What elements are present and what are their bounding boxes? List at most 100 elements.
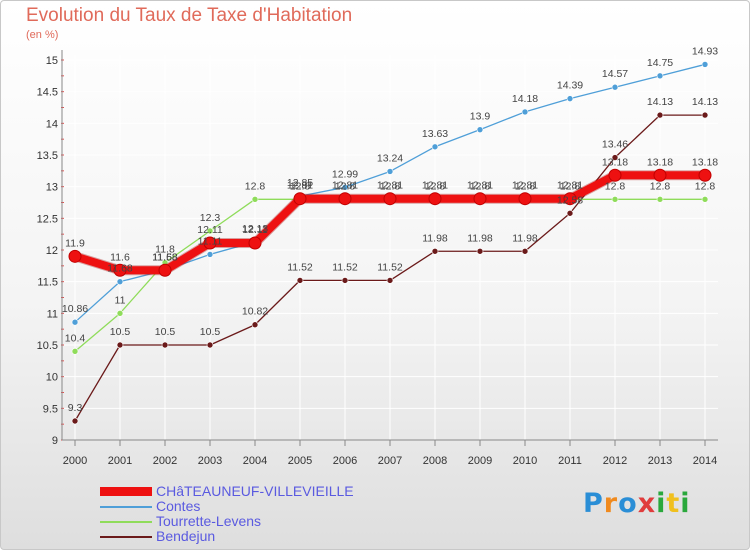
data-label: 12.81 — [467, 180, 493, 192]
data-label: 12.8 — [290, 180, 311, 192]
data-label: 10.82 — [242, 306, 268, 318]
data-label: 13.18 — [647, 156, 673, 168]
data-point — [338, 192, 352, 206]
data-point — [653, 168, 667, 182]
data-point — [566, 209, 574, 217]
data-point — [71, 417, 79, 425]
data-label: 11.68 — [152, 251, 178, 263]
data-label: 11.58 — [152, 251, 178, 263]
y-tick-label: 14.5 — [37, 87, 58, 99]
data-label: 11.98 — [467, 232, 493, 244]
data-point — [341, 184, 349, 191]
legend-item-bendejun: Bendejun — [100, 529, 420, 544]
legend-label-bendejun: Bendejun — [156, 528, 216, 544]
data-label: 11 — [115, 294, 126, 306]
x-tick-label: 2007 — [378, 455, 402, 467]
data-label: 12.81 — [422, 180, 448, 192]
legend-item-tourrette-levens: Tourrette-Levens — [100, 514, 420, 529]
x-tick-label: 2013 — [648, 455, 672, 467]
data-label: 13.63 — [422, 128, 448, 140]
data-label: 13.18 — [692, 156, 718, 168]
data-label: 10.5 — [155, 326, 176, 338]
data-label: 14.18 — [512, 93, 538, 105]
data-label: 12.99 — [332, 168, 358, 180]
x-tick-label: 2001 — [108, 455, 132, 467]
x-tick-label: 2006 — [333, 455, 357, 467]
y-tick-label: 13 — [46, 182, 58, 194]
data-point — [293, 192, 307, 206]
data-label: 13.46 — [602, 139, 628, 151]
chart-title: Evolution du Taux de Taxe d'Habitation — [26, 5, 353, 26]
brand-letter: x — [637, 488, 657, 519]
data-label: 12.81 — [377, 180, 403, 192]
brand-letter: t — [666, 488, 681, 519]
data-label: 11.52 — [287, 261, 313, 273]
data-label: 12.11 — [197, 224, 223, 236]
y-tick-label: 12 — [46, 245, 58, 257]
brand-letter: r — [603, 488, 619, 519]
y-tick-label: 10 — [46, 372, 58, 384]
data-point — [203, 236, 217, 250]
data-label: 12.8 — [245, 180, 266, 192]
data-label: 11.98 — [512, 232, 538, 244]
data-label: 12.13 — [242, 223, 268, 235]
x-tick-label: 2009 — [468, 455, 492, 467]
x-tick-label: 2002 — [153, 455, 177, 467]
data-label: 10.5 — [200, 326, 221, 338]
legend-label-contes: Contes — [156, 498, 201, 514]
data-label: 11.98 — [422, 232, 448, 244]
legend: CHâTEAUNEUF-VILLEVIEILLE Contes Tourrett… — [100, 484, 420, 544]
data-point — [698, 168, 712, 182]
data-label: 12.8 — [425, 180, 446, 192]
data-label: 11.9 — [65, 237, 85, 249]
data-point — [71, 348, 79, 355]
data-label: 13.18 — [602, 156, 628, 168]
data-label: 12.8 — [605, 180, 626, 192]
data-label: 12.8 — [380, 180, 401, 192]
data-label: 12.81 — [557, 180, 583, 192]
data-label: 12.8 — [695, 180, 716, 192]
data-point — [611, 196, 619, 203]
data-label: 10.5 — [110, 326, 131, 338]
x-tick-label: 2012 — [603, 455, 627, 467]
data-point — [521, 247, 529, 255]
data-point — [608, 168, 622, 182]
data-point — [563, 192, 577, 206]
chart-subtitle: (en %) — [26, 29, 59, 41]
brand-letter: i — [656, 488, 667, 519]
grid-lines — [62, 55, 718, 441]
data-point — [206, 341, 214, 349]
data-label: 14.57 — [602, 68, 628, 80]
data-label: 12.8 — [470, 180, 491, 192]
data-point — [206, 227, 214, 235]
data-point — [431, 247, 439, 255]
x-tick-label: 2003 — [198, 455, 222, 467]
data-label: 13.9 — [470, 111, 491, 123]
x-tick-label: 2014 — [693, 455, 717, 467]
x-tick-label: 2005 — [288, 455, 312, 467]
legend-swatch-tourrette-levens — [100, 521, 152, 523]
data-label: 12.8 — [650, 180, 671, 192]
y-tick-label: 9.5 — [43, 403, 58, 415]
y-tick-label: 9 — [52, 435, 58, 447]
series-lines — [68, 61, 712, 425]
data-point — [656, 196, 664, 203]
data-point — [611, 154, 619, 161]
data-point — [476, 126, 484, 133]
data-point — [518, 192, 532, 206]
data-label: 12.58 — [557, 194, 583, 206]
data-label: 14.93 — [692, 45, 718, 57]
y-tick-label: 10.5 — [37, 340, 58, 352]
y-tick-label: 12.5 — [37, 213, 58, 225]
data-point — [701, 61, 709, 68]
data-point — [116, 310, 124, 317]
brand-letter: P — [583, 488, 604, 519]
data-label: 14.13 — [647, 96, 673, 108]
data-point — [383, 192, 397, 206]
data-point — [161, 341, 169, 349]
data-point — [428, 192, 442, 206]
data-label: 10.86 — [62, 303, 88, 315]
data-point — [206, 251, 214, 258]
axes: 9 9.5 10 10.5 11 11.5 12 12.5 13 13.5 14 14.5 15 2000… — [37, 50, 718, 467]
legend-swatch-chateauneuf — [100, 487, 152, 496]
